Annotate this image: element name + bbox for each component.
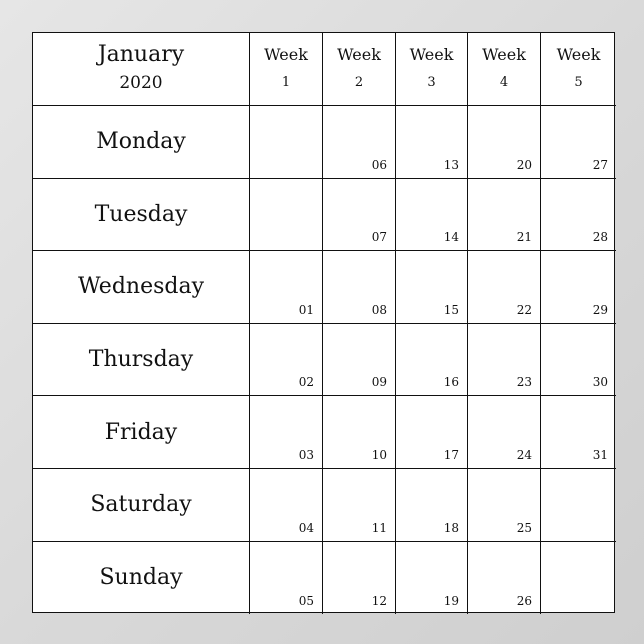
date-number: 18: [443, 520, 459, 535]
date-cell: 15: [396, 251, 468, 324]
day-name: Wednesday: [77, 274, 205, 300]
day-name: Thursday: [88, 347, 194, 373]
week-header-3: Week 3: [396, 33, 468, 106]
date-cell: 31: [541, 396, 616, 469]
date-number: 22: [516, 302, 532, 317]
week-header-1: Week 1: [250, 33, 323, 106]
date-cell: 01: [250, 251, 323, 324]
date-number: 13: [443, 157, 459, 172]
week-number: 5: [574, 75, 583, 90]
date-cell: 20: [468, 106, 541, 179]
month-label: January: [97, 42, 185, 67]
date-cell: 14: [396, 178, 468, 252]
date-cell: 26: [468, 541, 541, 615]
date-cell: 18: [396, 468, 468, 542]
day-label-cell: Friday: [33, 396, 250, 469]
date-cell: 24: [468, 396, 541, 469]
date-cell: 03: [250, 396, 323, 469]
date-number: 01: [298, 302, 314, 317]
day-name: Saturday: [90, 492, 192, 518]
date-cell: 08: [323, 251, 396, 324]
week-label: Week: [409, 45, 454, 64]
date-cell: 06: [323, 106, 396, 179]
date-cell: 04: [250, 468, 323, 542]
date-cell: 27: [541, 106, 616, 179]
date-number: 06: [371, 157, 387, 172]
date-number: 25: [516, 520, 532, 535]
day-name: Sunday: [99, 565, 183, 591]
date-cell: [250, 106, 323, 179]
date-number: 21: [516, 230, 532, 245]
day-label-cell: Thursday: [33, 323, 250, 397]
date-number: 28: [592, 230, 608, 245]
day-label-cell: Wednesday: [33, 251, 250, 324]
week-number: 1: [281, 75, 291, 90]
date-cell: 07: [323, 178, 396, 252]
date-cell: [250, 178, 323, 252]
date-cell: [541, 542, 616, 615]
date-number: 24: [516, 447, 532, 462]
date-number: 07: [371, 230, 387, 245]
day-name: Monday: [96, 129, 186, 155]
date-cell: 12: [323, 541, 396, 615]
calendar-grid: January 2020 Week 1 Week 2 Week 3 Week 4 Week 5 Mond…: [32, 32, 616, 615]
day-label-cell: Saturday: [33, 468, 250, 542]
date-number: 31: [592, 447, 608, 462]
week-label: Week: [337, 45, 381, 64]
date-cell: 02: [250, 323, 323, 397]
week-header-4: Week 4: [468, 33, 541, 106]
date-number: 08: [371, 302, 387, 317]
date-cell: 16: [396, 323, 468, 397]
week-label: Week: [264, 45, 308, 64]
date-cell: 30: [541, 324, 616, 397]
week-number: 2: [354, 75, 364, 90]
date-cell: 11: [323, 468, 396, 542]
date-number: 27: [592, 157, 608, 172]
date-number: 20: [516, 157, 532, 172]
date-number: 11: [371, 520, 387, 535]
week-number: 4: [499, 75, 509, 90]
date-number: 09: [371, 375, 387, 390]
date-number: 14: [443, 230, 459, 245]
date-cell: 22: [468, 251, 541, 324]
date-number: 30: [592, 375, 608, 390]
year-label: 2020: [119, 73, 163, 93]
date-cell: 05: [250, 541, 323, 615]
week-header-5: Week 5: [541, 33, 616, 106]
date-number: 12: [371, 594, 387, 609]
date-number: 02: [298, 375, 314, 390]
week-label: Week: [556, 45, 601, 64]
month-title-cell: January 2020: [33, 33, 250, 106]
date-number: 04: [298, 520, 314, 535]
date-cell: 10: [323, 396, 396, 469]
date-cell: 23: [468, 323, 541, 397]
date-cell: 19: [396, 541, 468, 615]
day-label-cell: Sunday: [33, 541, 250, 615]
day-label-cell: Tuesday: [33, 178, 250, 252]
date-cell: 21: [468, 178, 541, 252]
date-number: 19: [443, 594, 459, 609]
date-number: 29: [592, 302, 608, 317]
date-number: 15: [443, 302, 459, 317]
week-label: Week: [482, 45, 526, 64]
date-cell: 28: [541, 179, 616, 252]
date-number: 05: [298, 594, 314, 609]
date-number: 17: [443, 447, 459, 462]
day-label-cell: Monday: [33, 106, 250, 179]
week-number: 3: [427, 75, 436, 90]
week-header-2: Week 2: [323, 33, 396, 106]
date-number: 03: [298, 447, 314, 462]
date-cell: 09: [323, 323, 396, 397]
date-cell: [541, 469, 616, 542]
day-name: Friday: [104, 419, 178, 445]
date-number: 23: [516, 375, 532, 390]
date-number: 16: [443, 375, 459, 390]
day-name: Tuesday: [94, 201, 188, 227]
date-number: 10: [371, 447, 387, 462]
date-cell: 25: [468, 468, 541, 542]
date-cell: 17: [396, 396, 468, 469]
date-cell: 13: [396, 106, 468, 179]
date-cell: 29: [541, 251, 616, 324]
date-number: 26: [516, 594, 532, 609]
